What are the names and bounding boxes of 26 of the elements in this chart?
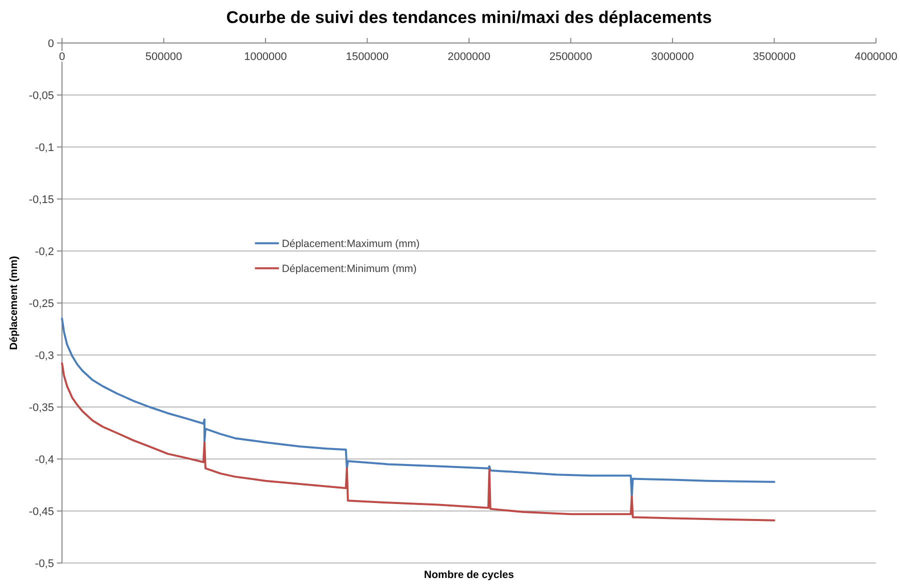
y-tick-label: 0	[48, 38, 54, 50]
y-tick-label: -0,4	[35, 454, 54, 466]
x-tick-label: 2500000	[549, 51, 592, 63]
y-tick-label: -0,2	[35, 246, 54, 258]
y-tick-label: -0,3	[35, 350, 54, 362]
x-tick-label: 500000	[145, 51, 182, 63]
y-tick-label: -0,35	[28, 402, 54, 414]
line-series	[61, 318, 776, 498]
y-tick-label: -0,1	[35, 142, 54, 154]
legend-label: Déplacement:Maximum (mm)	[282, 238, 420, 250]
y-tick-label: -0,45	[28, 506, 54, 518]
x-tick-label: 1500000	[346, 51, 389, 63]
x-tick-label: 3000000	[651, 51, 694, 63]
y-tick-label: -0,15	[28, 194, 54, 206]
x-tick-label: 2000000	[448, 51, 490, 63]
y-tick-label: -0,5	[35, 558, 54, 570]
chart-title: Courbe de suivi des tendances mini/maxi des déplacements	[226, 8, 712, 27]
x-axis-title: Nombre de cycles	[424, 569, 514, 581]
x-tick-label: 4000000	[854, 51, 898, 63]
line-series	[61, 362, 776, 522]
x-tick-label: 3500000	[752, 51, 796, 63]
x-tick-label: 1000000	[244, 51, 287, 63]
y-axis-title: Déplacement (mm)	[8, 256, 20, 350]
y-tick-label: -0,05	[28, 90, 54, 102]
legend-label: Déplacement:Minimum (mm)	[282, 262, 417, 275]
y-tick-label: -0,25	[28, 298, 54, 310]
